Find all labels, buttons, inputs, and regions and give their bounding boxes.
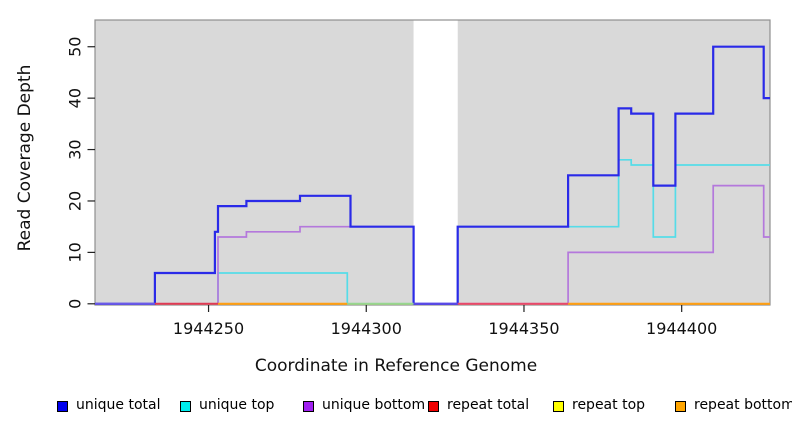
legend-swatch-repeat-bottom xyxy=(675,401,686,412)
x-axis-title: Coordinate in Reference Genome xyxy=(254,356,538,376)
legend-label-unique-total: unique total xyxy=(76,397,161,413)
x-tick-label: 1944400 xyxy=(646,319,717,338)
legend-swatch-unique-total xyxy=(57,401,68,412)
y-tick-label: 50 xyxy=(66,37,85,57)
plot-border xyxy=(94,19,771,306)
legend-label-unique-top: unique top xyxy=(199,397,275,413)
series-line-unique-total xyxy=(95,45,770,305)
x-tick-label: 1944300 xyxy=(331,319,402,338)
y-tick-label: 10 xyxy=(66,242,85,262)
legend-swatch-repeat-top xyxy=(553,401,564,412)
legend: unique total unique top unique bottom repea… xyxy=(0,396,792,424)
y-tick-label: 0 xyxy=(66,299,85,309)
no-data-region xyxy=(413,20,458,305)
legend-swatch-repeat-total xyxy=(428,401,439,412)
y-tick-label: 20 xyxy=(66,191,85,211)
x-tick-label: 1944250 xyxy=(173,319,244,338)
y-tick-label: 40 xyxy=(66,88,85,108)
legend-label-unique-bottom: unique bottom xyxy=(322,397,426,413)
legend-label-repeat-bottom: repeat bottom xyxy=(694,397,792,413)
legend-label-repeat-top: repeat top xyxy=(572,397,646,413)
plot-canvas: 1944250 1944300 1944350 1944400 0 10 20 30 40 50 xyxy=(66,19,771,338)
y-tick-label: 30 xyxy=(66,139,85,159)
legend-swatch-unique-bottom xyxy=(303,401,314,412)
y-axis-title: Read Coverage Depth xyxy=(15,64,35,252)
legend-swatch-unique-top xyxy=(180,401,191,412)
x-tick-label: 1944350 xyxy=(488,319,559,338)
legend-label-repeat-total: repeat total xyxy=(447,397,530,413)
series-line-unique-top xyxy=(95,158,770,305)
